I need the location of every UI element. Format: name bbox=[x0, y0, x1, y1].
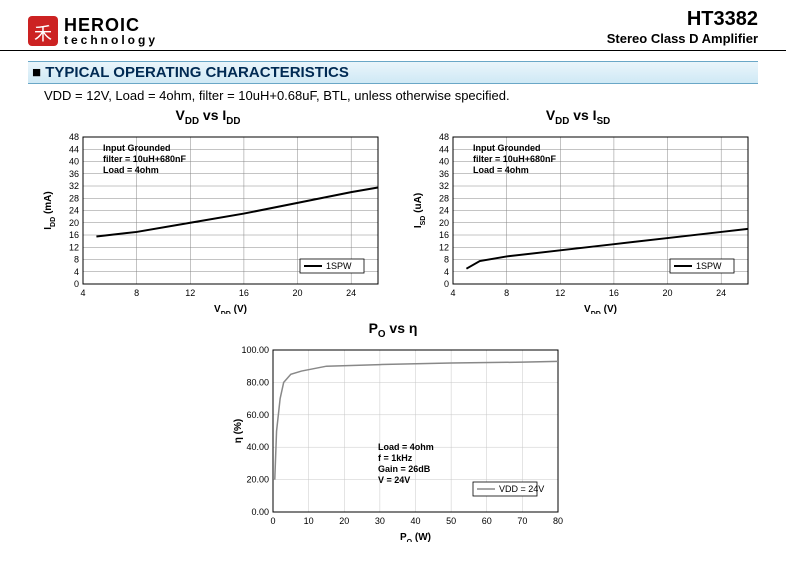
svg-text:0.00: 0.00 bbox=[251, 507, 269, 517]
svg-text:8: 8 bbox=[74, 254, 79, 264]
svg-text:0: 0 bbox=[444, 279, 449, 289]
svg-text:40.00: 40.00 bbox=[246, 442, 269, 452]
part-description: Stereo Class D Amplifier bbox=[607, 31, 758, 46]
svg-text:Gain = 26dB: Gain = 26dB bbox=[378, 464, 431, 474]
svg-text:IDD (mA): IDD (mA) bbox=[43, 191, 57, 229]
svg-text:40: 40 bbox=[69, 156, 79, 166]
svg-text:8: 8 bbox=[504, 288, 509, 298]
chart-vdd-idd: VDD vs IDD 04812162024283236404448481216… bbox=[28, 107, 388, 314]
svg-text:0: 0 bbox=[270, 516, 275, 526]
svg-text:Load = 4ohm: Load = 4ohm bbox=[473, 165, 529, 175]
svg-text:20: 20 bbox=[293, 288, 303, 298]
svg-text:10: 10 bbox=[304, 516, 314, 526]
svg-text:V = 24V: V = 24V bbox=[378, 475, 410, 485]
svg-text:Input Grounded: Input Grounded bbox=[473, 143, 541, 153]
svg-text:1SPW: 1SPW bbox=[326, 261, 352, 271]
svg-text:24: 24 bbox=[346, 288, 356, 298]
svg-text:20: 20 bbox=[439, 218, 449, 228]
svg-text:60.00: 60.00 bbox=[246, 409, 269, 419]
svg-text:filter = 10uH+680nF: filter = 10uH+680nF bbox=[103, 154, 187, 164]
svg-text:28: 28 bbox=[439, 193, 449, 203]
brand-tagline: technology bbox=[64, 34, 158, 46]
chart1-svg: 048121620242832364044484812162024Input G… bbox=[28, 129, 388, 314]
svg-text:48: 48 bbox=[69, 132, 79, 142]
charts-row-top: VDD vs IDD 04812162024283236404448481216… bbox=[0, 107, 786, 314]
chart-vdd-isd: VDD vs ISD 04812162024283236404448481216… bbox=[398, 107, 758, 314]
svg-text:16: 16 bbox=[439, 230, 449, 240]
svg-text:32: 32 bbox=[439, 181, 449, 191]
chart2-svg: 048121620242832364044484812162024Input G… bbox=[398, 129, 758, 314]
logo-text: HEROIC technology bbox=[64, 16, 158, 46]
svg-text:VDD = 24V: VDD = 24V bbox=[499, 484, 544, 494]
svg-text:12: 12 bbox=[185, 288, 195, 298]
svg-text:PO (W): PO (W) bbox=[400, 532, 431, 542]
chart2-title: VDD vs ISD bbox=[398, 107, 758, 127]
svg-text:80: 80 bbox=[553, 516, 563, 526]
svg-text:16: 16 bbox=[239, 288, 249, 298]
logo-icon bbox=[28, 16, 58, 46]
svg-text:40: 40 bbox=[410, 516, 420, 526]
part-block: HT3382 Stereo Class D Amplifier bbox=[607, 8, 758, 46]
svg-text:40: 40 bbox=[439, 156, 449, 166]
svg-text:0: 0 bbox=[74, 279, 79, 289]
svg-text:Load = 4ohm: Load = 4ohm bbox=[103, 165, 159, 175]
svg-text:32: 32 bbox=[69, 181, 79, 191]
svg-text:80.00: 80.00 bbox=[246, 377, 269, 387]
svg-text:16: 16 bbox=[609, 288, 619, 298]
svg-text:44: 44 bbox=[439, 144, 449, 154]
svg-text:4: 4 bbox=[444, 267, 449, 277]
svg-text:30: 30 bbox=[375, 516, 385, 526]
conditions-text: VDD = 12V, Load = 4ohm, filter = 10uH+0.… bbox=[44, 88, 758, 103]
svg-text:4: 4 bbox=[450, 288, 455, 298]
svg-text:44: 44 bbox=[69, 144, 79, 154]
section-title: TYPICAL OPERATING CHARACTERISTICS bbox=[28, 61, 758, 84]
svg-text:8: 8 bbox=[134, 288, 139, 298]
svg-text:4: 4 bbox=[80, 288, 85, 298]
chart1-title: VDD vs IDD bbox=[28, 107, 388, 127]
svg-text:η (%): η (%) bbox=[233, 418, 244, 442]
page-header: HEROIC technology HT3382 Stereo Class D … bbox=[0, 0, 786, 51]
logo-block: HEROIC technology bbox=[28, 16, 158, 46]
svg-text:12: 12 bbox=[555, 288, 565, 298]
svg-text:20.00: 20.00 bbox=[246, 474, 269, 484]
svg-text:28: 28 bbox=[69, 193, 79, 203]
svg-text:1SPW: 1SPW bbox=[696, 261, 722, 271]
chart-po-eta: PO vs η 0.00 20.00 40.00 60.00 80.00 100.00 0 1… bbox=[0, 320, 786, 542]
svg-text:12: 12 bbox=[439, 242, 449, 252]
svg-text:36: 36 bbox=[69, 169, 79, 179]
svg-text:36: 36 bbox=[439, 169, 449, 179]
svg-text:Load = 4ohm: Load = 4ohm bbox=[378, 442, 434, 452]
svg-text:20: 20 bbox=[663, 288, 673, 298]
svg-text:70: 70 bbox=[517, 516, 527, 526]
svg-text:50: 50 bbox=[446, 516, 456, 526]
svg-text:48: 48 bbox=[439, 132, 449, 142]
chart3-svg: 0.00 20.00 40.00 60.00 80.00 100.00 0 10 20 30 40 5… bbox=[213, 342, 573, 542]
chart3-title: PO vs η bbox=[0, 320, 786, 340]
brand-name: HEROIC bbox=[64, 16, 158, 34]
part-number: HT3382 bbox=[607, 8, 758, 31]
svg-text:filter = 10uH+680nF: filter = 10uH+680nF bbox=[473, 154, 557, 164]
svg-text:16: 16 bbox=[69, 230, 79, 240]
svg-text:24: 24 bbox=[69, 205, 79, 215]
svg-text:100.00: 100.00 bbox=[241, 345, 269, 355]
svg-text:4: 4 bbox=[74, 267, 79, 277]
svg-text:VDD (V): VDD (V) bbox=[584, 304, 617, 314]
svg-text:ISD (uA): ISD (uA) bbox=[413, 193, 427, 228]
svg-text:8: 8 bbox=[444, 254, 449, 264]
svg-text:Input Grounded: Input Grounded bbox=[103, 143, 171, 153]
svg-text:20: 20 bbox=[69, 218, 79, 228]
svg-text:20: 20 bbox=[339, 516, 349, 526]
svg-text:12: 12 bbox=[69, 242, 79, 252]
svg-text:24: 24 bbox=[716, 288, 726, 298]
svg-text:24: 24 bbox=[439, 205, 449, 215]
svg-text:f = 1kHz: f = 1kHz bbox=[378, 453, 413, 463]
svg-text:60: 60 bbox=[482, 516, 492, 526]
svg-text:VDD (V): VDD (V) bbox=[214, 304, 247, 314]
